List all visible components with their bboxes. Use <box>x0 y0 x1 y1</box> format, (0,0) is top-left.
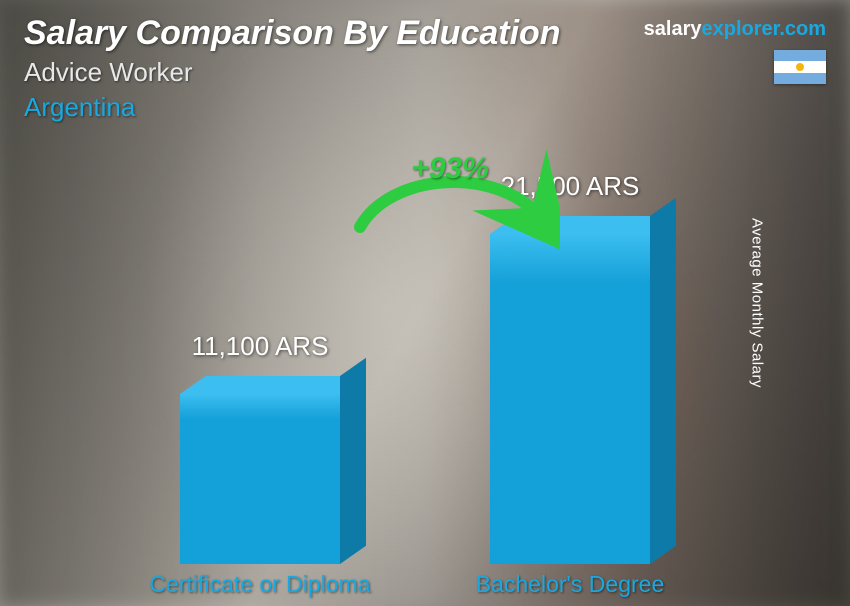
country-name: Argentina <box>24 92 826 123</box>
bar-front-face <box>180 394 340 564</box>
flag-sun-icon <box>796 63 804 71</box>
country-flag-icon <box>774 50 826 84</box>
bar-top-face <box>180 376 366 394</box>
brand-part1: salary <box>644 18 702 40</box>
bar-value-0: 11,100 ARS <box>140 331 380 362</box>
bar-side-face <box>340 358 366 564</box>
bar-side-face <box>650 198 676 564</box>
flag-band-top <box>774 50 826 61</box>
bar-0 <box>180 394 340 564</box>
bar-front-face <box>490 234 650 564</box>
increase-arc: +93% <box>340 142 560 262</box>
flag-band-bot <box>774 73 826 84</box>
job-title: Advice Worker <box>24 57 826 88</box>
bar-1 <box>490 234 650 564</box>
bar-group-1: 21,500 ARS <box>470 234 670 564</box>
bar-label-0: Certificate or Diploma <box>120 571 400 598</box>
bar-chart: +93% 11,100 ARS 21,500 ARS Certificate o… <box>0 136 850 606</box>
brand-logo: salaryexplorer.com <box>644 18 826 41</box>
bar-label-1: Bachelor's Degree <box>430 571 710 598</box>
flag-band-mid <box>774 61 826 72</box>
increase-percent: +93% <box>411 152 489 186</box>
y-axis-label: Average Monthly Salary <box>749 218 766 388</box>
bar-group-0: 11,100 ARS <box>160 394 360 564</box>
brand-tld: .com <box>779 18 826 40</box>
brand-part2: explorer <box>701 18 779 40</box>
